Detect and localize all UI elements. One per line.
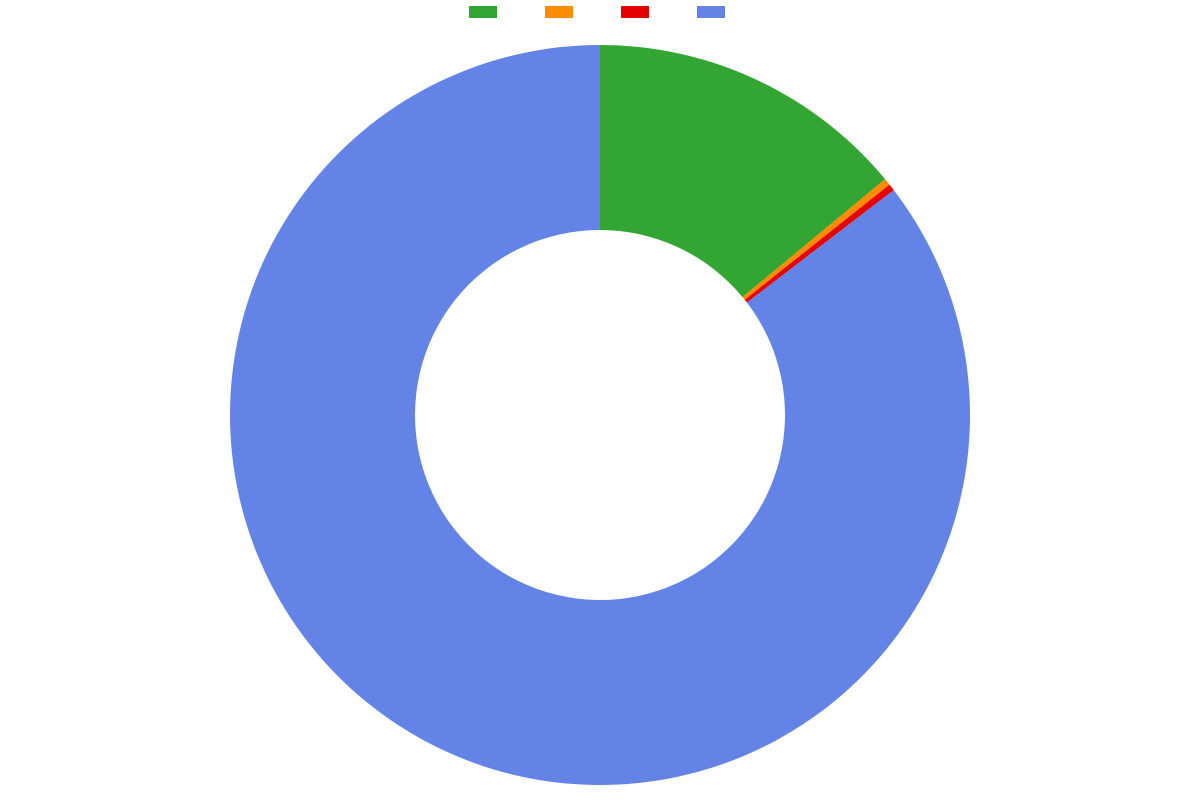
legend-item [621,6,655,18]
legend-swatch [545,6,573,18]
legend-swatch [469,6,497,18]
chart-stage [0,0,1200,800]
legend-swatch [621,6,649,18]
legend [0,6,1200,18]
donut-chart [0,30,1200,800]
legend-item [469,6,503,18]
donut-svg [0,30,1200,800]
legend-swatch [697,6,725,18]
legend-item [697,6,731,18]
legend-item [545,6,579,18]
